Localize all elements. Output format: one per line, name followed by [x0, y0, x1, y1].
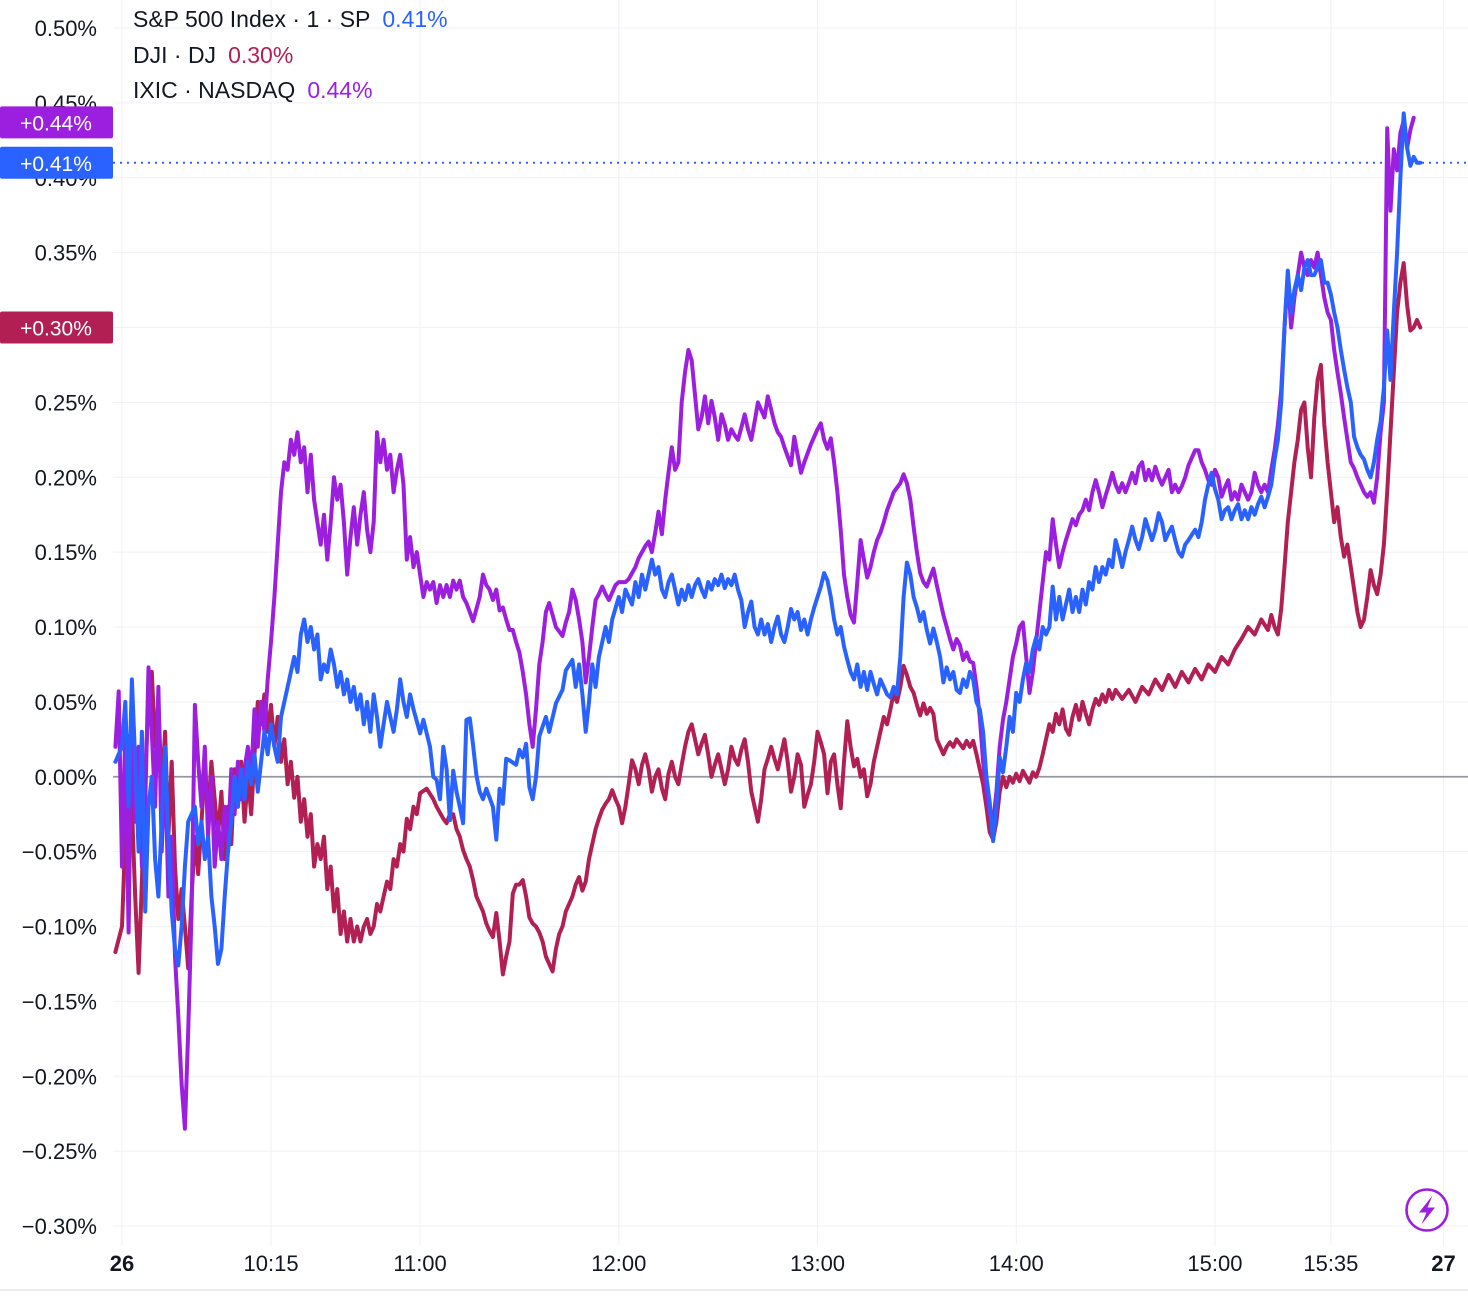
- series-line-IXIC[interactable]: [113, 115, 1416, 1131]
- y-axis-tick: −0.20%: [22, 1064, 97, 1089]
- y-axis-tick: 0.25%: [35, 390, 97, 415]
- y-axis-tick: 0.10%: [35, 615, 97, 640]
- price-badge: +0.41%: [0, 146, 113, 179]
- x-axis-tick: 11:00: [393, 1251, 446, 1276]
- y-axis-tick: 0.20%: [35, 465, 97, 490]
- series-line-DJ[interactable]: [113, 261, 1423, 977]
- price-badges: +0.44% +0.41% +0.30%: [0, 106, 113, 344]
- legend-row-nasdaq[interactable]: IXIC · NASDAQ 0.44%: [133, 73, 448, 109]
- x-axis-labels: 26 10:15 11:00 12:00 13:00 14:00 15:00 15:35 27: [110, 1251, 1456, 1276]
- lightning-icon[interactable]: [1405, 1188, 1449, 1232]
- y-axis-tick: 0.35%: [35, 241, 97, 266]
- x-axis-tick: 15:35: [1303, 1251, 1358, 1276]
- legend-change-value: 0.41%: [382, 6, 448, 32]
- svg-text:+0.44%: +0.44%: [20, 112, 92, 135]
- legend-change-value: 0.44%: [307, 77, 373, 103]
- y-axis-tick: −0.15%: [22, 989, 97, 1014]
- x-axis-tick: 27: [1431, 1251, 1455, 1276]
- x-axis-tick: 13:00: [790, 1251, 845, 1276]
- x-axis-tick: 10:15: [244, 1251, 299, 1276]
- y-axis-tick: −0.25%: [22, 1139, 97, 1164]
- y-axis-tick: 0.05%: [35, 690, 97, 715]
- legend-symbol-title: IXIC · NASDAQ: [133, 77, 296, 103]
- y-axis-tick: 0.00%: [35, 765, 97, 790]
- x-axis-tick: 26: [110, 1251, 134, 1276]
- legend-symbol-title: DJI · DJ: [133, 41, 217, 68]
- svg-text:+0.30%: +0.30%: [20, 318, 92, 341]
- y-axis-tick: −0.10%: [22, 915, 97, 940]
- y-axis-tick: −0.05%: [22, 840, 97, 865]
- series-line-SP[interactable]: [113, 111, 1423, 968]
- price-badge: +0.30%: [0, 311, 113, 344]
- y-axis-labels: 0.50%0.45%0.40%0.35%0.30%0.25%0.20%0.15%…: [22, 16, 97, 1239]
- svg-text:+0.41%: +0.41%: [20, 153, 92, 176]
- y-axis-tick: 0.15%: [35, 540, 97, 565]
- y-axis-tick: −0.30%: [22, 1214, 97, 1239]
- x-axis-tick: 12:00: [591, 1251, 646, 1276]
- legend-row-dji[interactable]: DJI · DJ 0.30%: [133, 38, 448, 74]
- legend-change-value: 0.30%: [228, 41, 294, 68]
- chart-legend: S&P 500 Index · 1 · SP 0.41% DJI · DJ 0.30…: [133, 2, 448, 109]
- y-axis-tick: 0.50%: [35, 16, 97, 41]
- price-badge: +0.44%: [0, 106, 113, 139]
- series-lines: [113, 111, 1423, 1131]
- x-axis-tick: 15:00: [1187, 1251, 1242, 1276]
- legend-row-sp500[interactable]: S&P 500 Index · 1 · SP 0.41%: [133, 2, 448, 38]
- legend-symbol-title: S&P 500 Index · 1 · SP: [133, 6, 371, 32]
- x-axis-tick: 14:00: [989, 1251, 1044, 1276]
